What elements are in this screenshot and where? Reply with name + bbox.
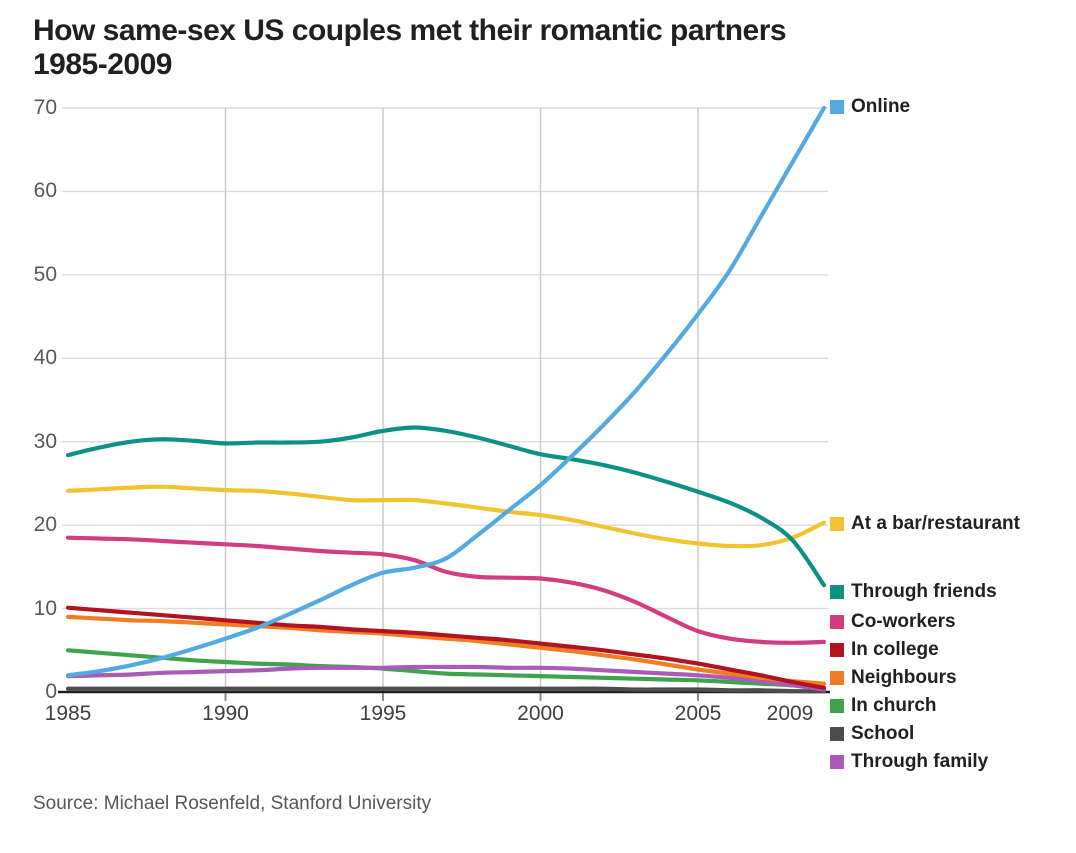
- series-line-in-college: [65, 605, 827, 690]
- legend-label: School: [851, 723, 915, 744]
- legend-item-through-family: Through family: [830, 752, 988, 772]
- legend-item-at-a-bar-restaurant: At a bar/restaurant: [830, 514, 1020, 534]
- legend-item-online: Online: [830, 97, 910, 117]
- legend-swatch-icon: [830, 699, 844, 713]
- series-line-through-family: [65, 664, 827, 692]
- x-tick-label: 2000: [517, 702, 564, 725]
- series-line-online: [65, 105, 827, 678]
- legend-swatch-icon: [830, 100, 844, 114]
- chart-title-line1: How same-sex US couples met their romant…: [33, 14, 787, 47]
- y-tick-label: 30: [33, 429, 57, 453]
- legend-label: In college: [851, 639, 939, 660]
- legend-swatch-icon: [830, 727, 844, 741]
- legend-item-through-friends: Through friends: [830, 582, 997, 602]
- x-tick-label: 2009: [766, 702, 814, 725]
- legend-swatch-icon: [830, 615, 844, 629]
- x-tick-label: 1990: [202, 702, 249, 725]
- y-tick-label: 60: [33, 179, 57, 203]
- series-line-at-a-bar-restaurant: [65, 484, 827, 549]
- legend-label: At a bar/restaurant: [851, 513, 1020, 534]
- y-tick-label: 50: [33, 262, 57, 286]
- series-line-neighbours: [65, 614, 827, 686]
- y-tick-label: 10: [33, 596, 57, 620]
- legend-swatch-icon: [830, 585, 844, 599]
- legend-label: Neighbours: [851, 667, 957, 688]
- series-line-co-workers: [65, 535, 827, 645]
- y-tick-label: 0: [45, 680, 57, 703]
- legend-swatch-icon: [830, 671, 844, 685]
- chart-title-line2: 1985-2009: [33, 48, 172, 81]
- y-tick-label: 40: [33, 346, 57, 370]
- legend-item-in-college: In college: [830, 640, 939, 660]
- x-tick-label: 2005: [674, 702, 722, 725]
- legend-label: Through friends: [851, 581, 997, 602]
- legend-label: In church: [851, 695, 937, 716]
- legend-item-co-workers: Co-workers: [830, 612, 956, 632]
- series-line-in-church: [65, 648, 827, 690]
- legend-label: Through family: [851, 751, 989, 772]
- legend-item-neighbours: Neighbours: [830, 668, 957, 688]
- source-note: Source: Michael Rosenfeld, Stanford Univ…: [33, 793, 432, 814]
- legend-swatch-icon: [830, 755, 844, 769]
- legend-label: Online: [851, 96, 911, 117]
- legend-item-school: School: [830, 724, 914, 744]
- y-tick-label: 70: [33, 96, 57, 119]
- legend-swatch-icon: [830, 643, 844, 657]
- x-tick-label: 1985: [44, 702, 92, 725]
- y-tick-label: 20: [33, 513, 57, 537]
- series-line-through-friends: [65, 425, 827, 588]
- legend-label: Co-workers: [851, 611, 956, 632]
- series-line-school: [65, 686, 827, 694]
- legend-swatch-icon: [830, 517, 844, 531]
- chart-title: How same-sex US couples met their romant…: [33, 14, 933, 82]
- x-tick-label: 1995: [359, 702, 407, 725]
- legend-item-in-church: In church: [830, 696, 937, 716]
